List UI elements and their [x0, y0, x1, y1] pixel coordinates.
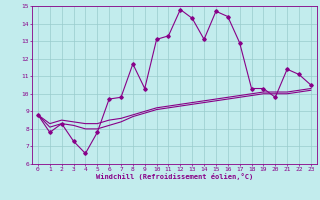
X-axis label: Windchill (Refroidissement éolien,°C): Windchill (Refroidissement éolien,°C)	[96, 173, 253, 180]
